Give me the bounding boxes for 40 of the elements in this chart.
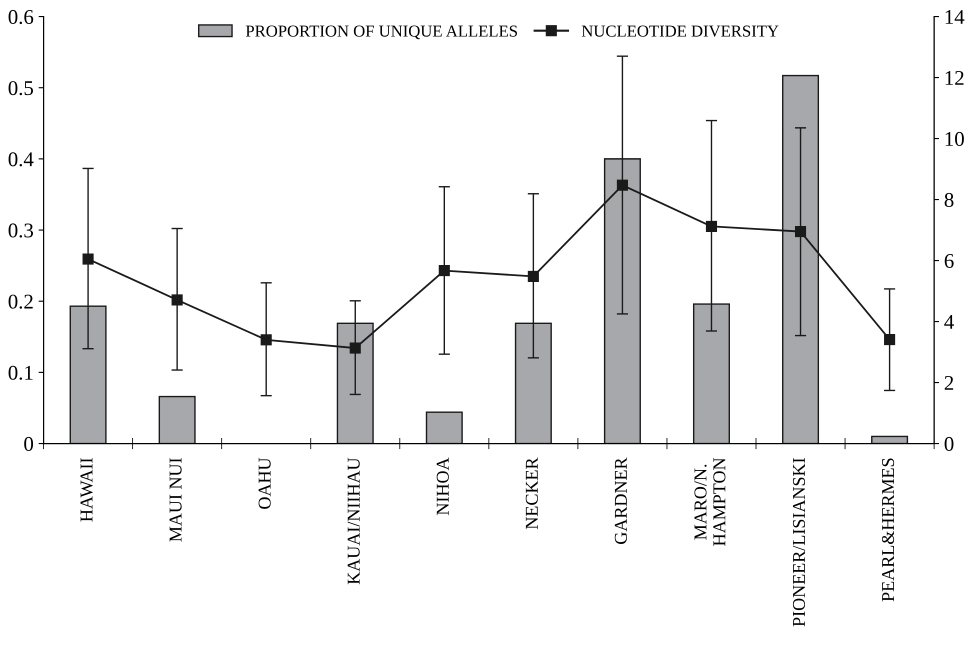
y-tick-label: 0.1 xyxy=(8,366,33,380)
x-tick-label: MARO/N. HAMPTON xyxy=(694,458,726,546)
point xyxy=(350,342,361,354)
x-tick-label: PIONEER/LISIANSKI xyxy=(792,458,806,626)
x-tick-label: PEARL&HERMES xyxy=(882,458,894,602)
bar xyxy=(871,436,908,444)
point xyxy=(82,253,94,265)
y2-tick-label: 14 xyxy=(946,10,964,24)
point xyxy=(260,334,272,346)
legend-label: PROPORTION OF UNIQUE ALLELES xyxy=(246,26,517,40)
y2-tick-label: 2 xyxy=(944,376,954,390)
x-tick-label: NIHOA xyxy=(436,458,449,516)
y2-tick-label: 12 xyxy=(946,70,964,85)
x-tick-label: OAHU xyxy=(258,458,271,509)
y-tick-label: 0.3 xyxy=(8,223,34,238)
point xyxy=(706,220,718,232)
bar xyxy=(158,396,196,444)
x-tick-label: KAUAI/NIIHAU xyxy=(348,458,360,584)
x-tick-label: GARDNER xyxy=(614,457,627,544)
x-tick-label: MAUI NUI xyxy=(170,458,182,542)
legend-label: NUCLEOTIDE DIVERSITY xyxy=(582,26,779,37)
point xyxy=(438,265,450,276)
y-tick-label: 0.5 xyxy=(8,81,34,96)
bar xyxy=(426,412,463,444)
y-tick-label: 0.4 xyxy=(8,152,34,166)
point xyxy=(528,270,539,282)
x-tick-label: NECKER xyxy=(526,457,538,530)
point xyxy=(172,294,183,306)
y2-tick-label: 6 xyxy=(944,254,954,268)
y2-tick-label: 10 xyxy=(946,132,964,146)
point xyxy=(794,226,806,238)
y-tick-label: 0.2 xyxy=(8,294,33,309)
y-tick-label: 0.6 xyxy=(8,10,34,24)
y2-tick-label: 4 xyxy=(944,315,954,329)
y2-tick-label: 0 xyxy=(944,436,954,451)
y2-tick-label: 8 xyxy=(944,192,954,207)
point xyxy=(616,180,628,191)
y-tick-label: 0 xyxy=(24,436,34,451)
point xyxy=(884,334,896,346)
x-tick-label: HAWAII xyxy=(80,458,93,522)
